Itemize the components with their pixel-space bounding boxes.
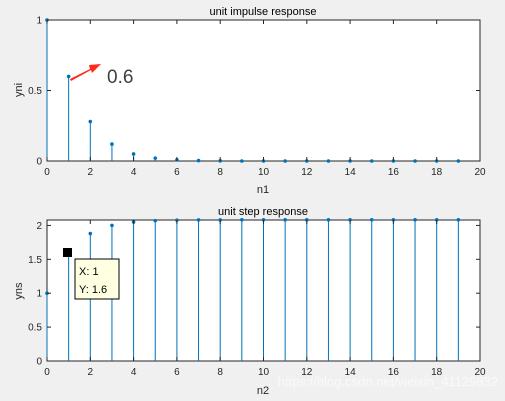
- y-tick-label: 0: [36, 157, 42, 168]
- stem-marker[interactable]: [261, 217, 266, 222]
- stem-marker[interactable]: [326, 217, 331, 222]
- x-tick-label: 18: [431, 167, 443, 178]
- stem-marker[interactable]: [88, 119, 93, 124]
- x-tick-label: 4: [131, 167, 137, 178]
- y-tick-label: 1.5: [28, 255, 42, 266]
- y-tick-label: 2: [36, 221, 42, 232]
- stem-marker[interactable]: [434, 217, 439, 222]
- watermark: https://blog.csdn.net/weixin_41129832: [278, 374, 498, 389]
- stem-marker[interactable]: [456, 217, 461, 222]
- x-tick-label: 6: [174, 367, 180, 378]
- datatip-marker[interactable]: [63, 248, 72, 257]
- stem-marker[interactable]: [110, 223, 114, 228]
- step-title: unit step response: [218, 206, 308, 218]
- datatip-box: [74, 258, 120, 300]
- y-tick-label: 1: [36, 289, 42, 300]
- x-tick-label: 2: [88, 167, 94, 178]
- x-tick-label: 6: [174, 167, 180, 178]
- stem-marker[interactable]: [66, 74, 71, 79]
- datatip-y-text: Y: 1.6: [79, 284, 107, 296]
- x-tick-label: 14: [345, 167, 357, 178]
- stem-marker[interactable]: [283, 159, 287, 163]
- stem-marker[interactable]: [413, 159, 417, 163]
- datatip-x-text: X: 1: [79, 266, 99, 278]
- impulse-annotation: 0.6: [70, 64, 133, 88]
- stem-marker[interactable]: [305, 217, 309, 222]
- step-y-ticks: 0 0.5 1 1.5 2: [28, 221, 480, 368]
- x-tick-label: 20: [474, 167, 486, 178]
- x-tick-label: 0: [44, 167, 50, 178]
- x-tick-label: 20: [474, 367, 486, 378]
- stem-marker[interactable]: [369, 159, 374, 163]
- annotation-arrow: [70, 64, 101, 81]
- x-tick-label: 12: [301, 167, 313, 178]
- stem-marker[interactable]: [131, 152, 136, 156]
- stem-marker[interactable]: [110, 142, 114, 146]
- x-tick-label: 12: [301, 367, 313, 378]
- x-tick-label: 10: [258, 167, 270, 178]
- x-tick-label: 14: [345, 367, 357, 378]
- y-tick-label: 0.5: [28, 323, 42, 334]
- impulse-x-ticks: 0 2 4 6 8 10 12 14 16 18 20: [44, 20, 486, 178]
- stem-marker[interactable]: [240, 217, 244, 222]
- step-y-label: yns: [13, 282, 25, 300]
- stem-marker[interactable]: [283, 217, 287, 222]
- stem-marker[interactable]: [326, 159, 331, 163]
- impulse-plot-area: [46, 19, 481, 162]
- y-tick-label: 0.5: [28, 86, 42, 97]
- stem-marker[interactable]: [196, 158, 201, 163]
- y-tick-label: 1: [36, 16, 42, 27]
- step-x-label: n2: [257, 385, 269, 397]
- stem-marker[interactable]: [196, 218, 201, 222]
- x-tick-label: 8: [217, 167, 223, 178]
- x-tick-label: 18: [431, 367, 443, 378]
- x-tick-label: 16: [388, 167, 400, 178]
- stem-marker[interactable]: [153, 156, 158, 160]
- stem-marker[interactable]: [88, 231, 93, 236]
- stem-marker[interactable]: [218, 218, 222, 222]
- impulse-y-ticks: 00.51: [28, 16, 480, 168]
- impulse-y-label: yni: [13, 83, 25, 97]
- datatip[interactable]: X: 1 Y: 1.6: [63, 248, 120, 300]
- stem-marker[interactable]: [240, 159, 244, 163]
- x-tick-label: 0: [44, 367, 50, 378]
- stem-marker[interactable]: [413, 217, 417, 222]
- annotation-text: 0.6: [107, 67, 133, 88]
- stem-marker[interactable]: [369, 217, 374, 222]
- step-x-ticks: 0 2 4 6 8 10 12 14 16 18 20: [44, 220, 486, 378]
- x-tick-label: 4: [131, 367, 137, 378]
- stem-marker[interactable]: [456, 159, 461, 163]
- x-tick-label: 10: [258, 367, 270, 378]
- stem-marker[interactable]: [348, 217, 352, 222]
- x-tick-label: 2: [88, 367, 94, 378]
- step-response-panel: unit step response 0 2 4 6 8 10 12 14 16 18 20 00.…: [13, 206, 486, 397]
- stem-marker[interactable]: [153, 218, 158, 223]
- x-tick-label: 16: [388, 367, 400, 378]
- y-tick-label: 0: [36, 357, 42, 368]
- x-tick-label: 8: [217, 367, 223, 378]
- impulse-response-panel: unit impulse response 0 2 4 6 8 10 12 14 16 18 20 …: [13, 6, 486, 196]
- stem-marker[interactable]: [391, 217, 396, 222]
- impulse-title: unit impulse response: [209, 6, 316, 18]
- step-stems: [45, 217, 461, 361]
- impulse-x-label: n1: [257, 184, 269, 196]
